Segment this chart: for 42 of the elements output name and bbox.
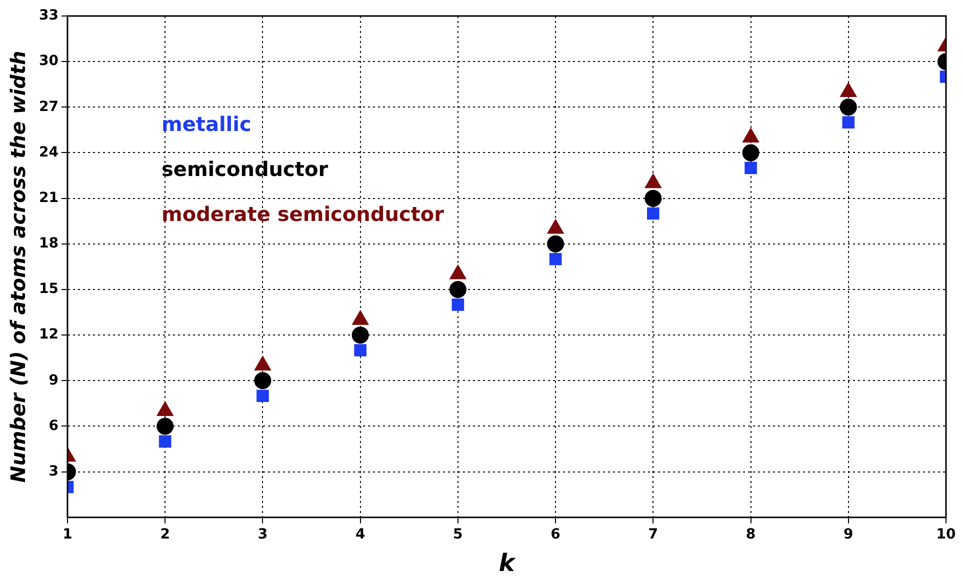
point (256, 390, 269, 402)
y-axis-title: Number (N) of atoms across the width (6, 50, 30, 483)
point (449, 280, 466, 298)
x-tick-label: 2 (160, 526, 170, 542)
point (158, 435, 172, 448)
x-tick-label: 3 (258, 526, 268, 542)
x-tick-label: 7 (648, 526, 658, 542)
y-tick-label: 18 (39, 236, 58, 252)
y-tick-label: 21 (39, 190, 58, 206)
x-tick-label: 8 (746, 526, 756, 542)
y-tick-label: 24 (39, 144, 59, 160)
x-axis-title: k (498, 548, 517, 577)
x-tick-label: 6 (550, 526, 560, 542)
point (647, 207, 660, 220)
text: moderate semiconductor (161, 202, 444, 226)
point (742, 144, 760, 162)
x-tick-label: 10 (936, 526, 956, 542)
y-tick-label: 30 (39, 53, 59, 70)
y-tick-label: 9 (48, 372, 58, 388)
text: metallic (161, 112, 252, 136)
x-tick-label: 4 (355, 526, 366, 542)
point (156, 418, 174, 435)
point (354, 344, 366, 356)
point (840, 98, 857, 116)
y-tick-label: 6 (48, 418, 58, 434)
y-tick-label: 33 (39, 8, 58, 24)
point (644, 190, 662, 207)
point (254, 372, 272, 390)
point (452, 298, 464, 311)
text: semiconductor (161, 157, 328, 182)
point (352, 326, 369, 344)
x-tick-label: 9 (844, 526, 854, 542)
point (842, 116, 855, 129)
y-tick-label: 12 (39, 326, 58, 343)
y-tick-label: 3 (48, 463, 58, 480)
point (744, 162, 757, 174)
y-tick-label: 27 (39, 98, 58, 115)
x-tick-label: 5 (453, 526, 463, 542)
x-tick-label: 1 (62, 526, 72, 542)
point (549, 252, 562, 266)
y-tick-label: 15 (39, 281, 58, 298)
point (547, 235, 564, 252)
